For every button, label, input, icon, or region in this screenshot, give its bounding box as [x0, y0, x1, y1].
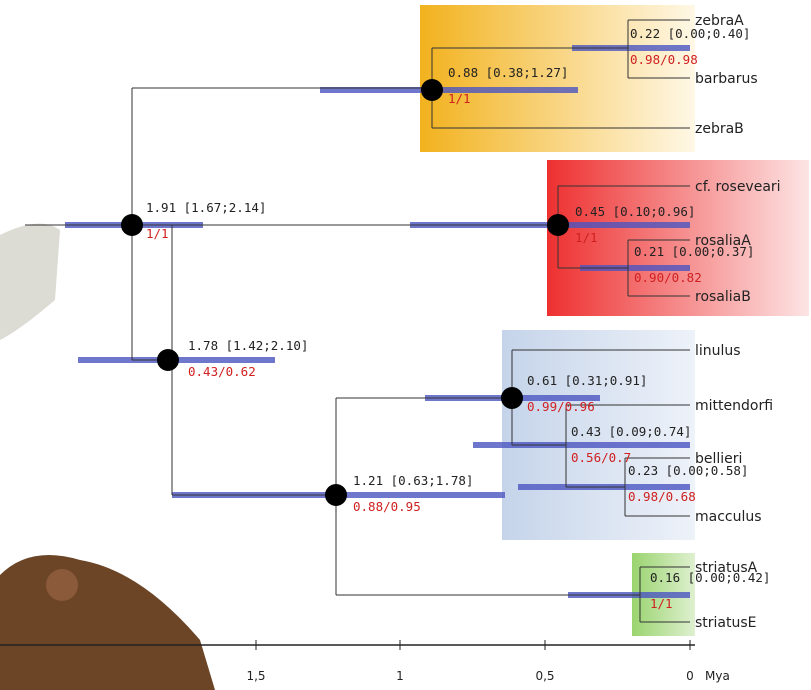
- node: [501, 387, 523, 409]
- taxon-label: striatusE: [695, 615, 757, 631]
- node-support: 0.56/0.7: [571, 450, 631, 465]
- taxon-label: macculus: [695, 509, 762, 525]
- node-support: 0.90/0.82: [634, 270, 702, 285]
- taxon-label: zebraA: [695, 13, 744, 29]
- node-age: 0.88 [0.38;1.27]: [448, 65, 568, 80]
- animal-photo: [0, 224, 60, 340]
- axis-tick-label: 1: [396, 669, 404, 683]
- taxon-label: cf. roseveari: [695, 179, 781, 195]
- taxon-label: rosaliaA: [695, 233, 751, 249]
- animal-photo: [0, 555, 215, 690]
- node-support: 0.98/0.68: [628, 489, 696, 504]
- axis-tick-label: 0,5: [535, 669, 554, 683]
- node-age: 1.78 [1.42;2.10]: [188, 338, 308, 353]
- taxon-label: linulus: [695, 343, 741, 359]
- animal-photo: [46, 569, 78, 601]
- node-support: 1/1: [448, 91, 471, 106]
- node-support: 1/1: [146, 226, 169, 241]
- node-support: 0.99/0.96: [527, 399, 595, 414]
- taxon-label: barbarus: [695, 71, 758, 87]
- taxon-label: zebraB: [695, 121, 744, 137]
- node-age: 0.61 [0.31;0.91]: [527, 373, 647, 388]
- node-age: 1.91 [1.67;2.14]: [146, 200, 266, 215]
- axis-unit: Mya: [705, 669, 730, 683]
- taxon-label: mittendorfi: [695, 398, 773, 414]
- ci-bar: [473, 442, 690, 448]
- node-age: 0.45 [0.10;0.96]: [575, 204, 695, 219]
- node-age: 0.43 [0.09;0.74]: [571, 424, 691, 439]
- node-support: 0.43/0.62: [188, 364, 256, 379]
- axis-tick-label: 1,5: [246, 669, 265, 683]
- node: [121, 214, 143, 236]
- node-support: 0.98/0.98: [630, 52, 698, 67]
- node: [325, 484, 347, 506]
- node: [421, 79, 443, 101]
- taxon-label: bellieri: [695, 451, 742, 467]
- taxon-label: rosaliaB: [695, 289, 751, 305]
- axis-tick-label: 0: [686, 669, 694, 683]
- node-support: 0.88/0.95: [353, 499, 421, 514]
- node: [157, 349, 179, 371]
- node: [547, 214, 569, 236]
- node-support: 1/1: [650, 596, 673, 611]
- node-support: 1/1: [575, 230, 598, 245]
- node-age: 1.21 [0.63;1.78]: [353, 473, 473, 488]
- phylogeny: 1.91 [1.67;2.14] 1/1 0.88 [0.38;1.27] 1/1 0.…: [0, 0, 811, 690]
- taxon-label: striatusA: [695, 560, 758, 576]
